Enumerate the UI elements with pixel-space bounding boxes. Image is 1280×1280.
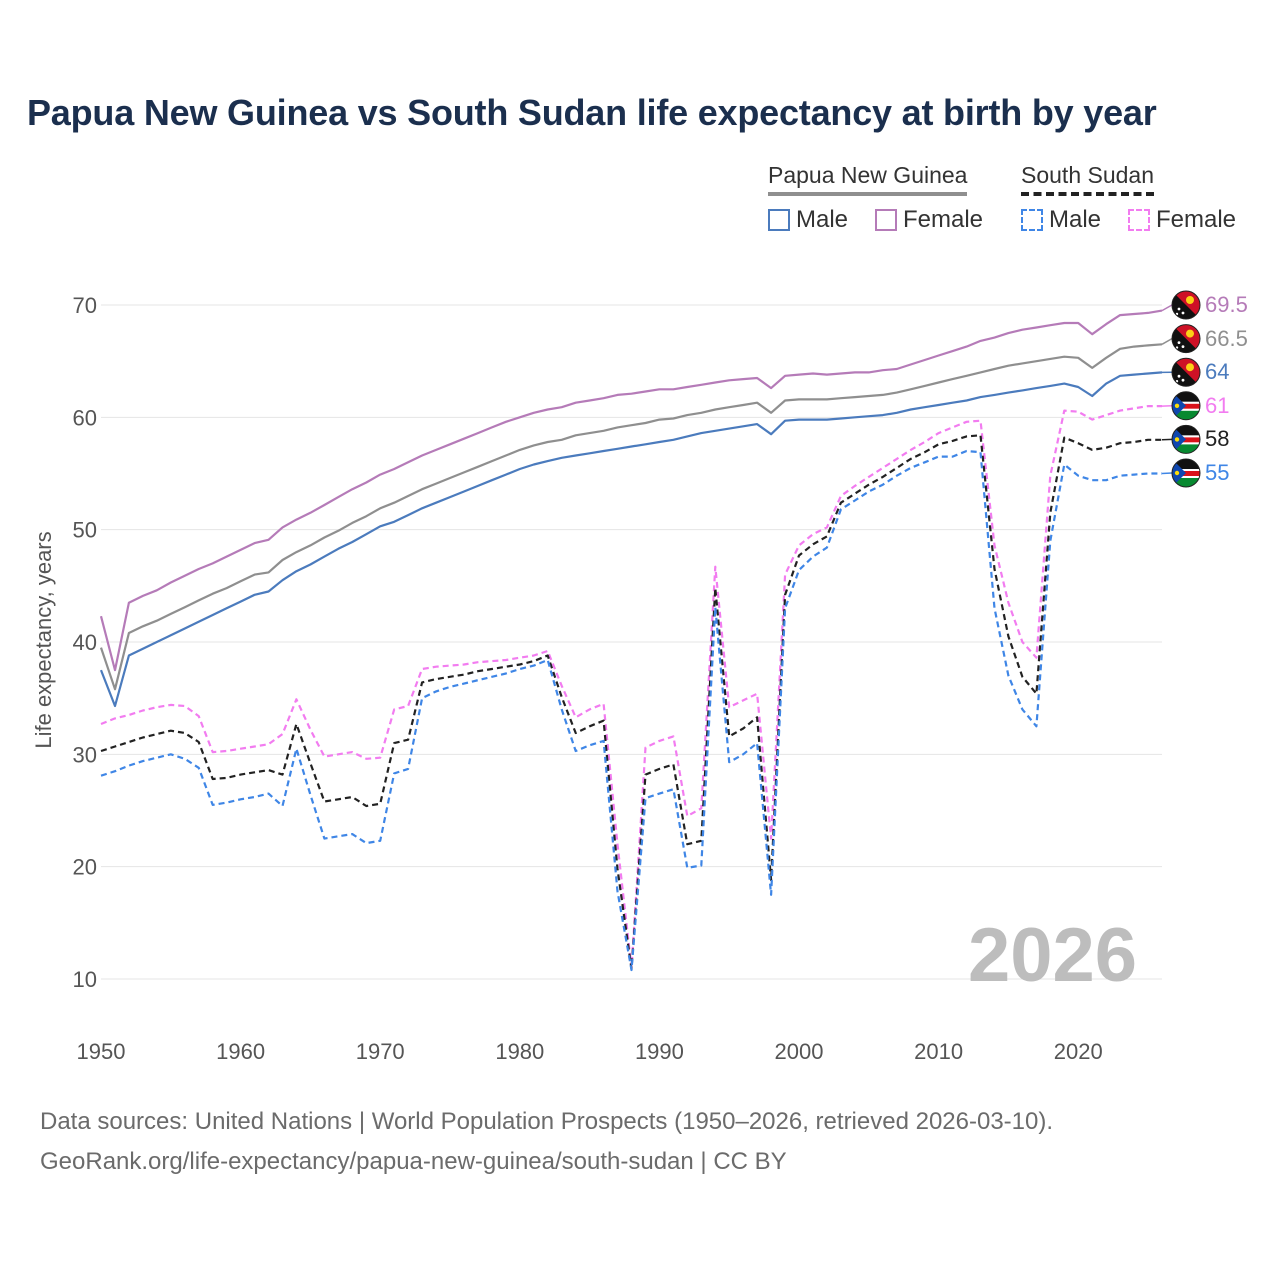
- end-value-label: 69.5: [1205, 292, 1248, 317]
- end-value-label: 61: [1205, 392, 1230, 418]
- y-tick-label: 50: [73, 518, 97, 543]
- end-value-label: 64: [1205, 359, 1230, 385]
- x-tick-label: 1980: [495, 1039, 544, 1064]
- end-value-label: 55: [1205, 460, 1230, 485]
- end-value-label: 58: [1205, 426, 1230, 452]
- legend-ss-female-label: Female: [1156, 206, 1237, 233]
- x-tick-label: 2020: [1054, 1039, 1103, 1064]
- series-line-papua-new-guinea-female: [99, 309, 1163, 672]
- series-line-south-sudan-total: [100, 434, 1162, 971]
- legend-png-header: Papua New Guinea: [768, 162, 968, 196]
- papua-new-guinea-flag-icon: [1171, 324, 1201, 354]
- legend-ss-male[interactable]: Male: [1021, 206, 1101, 234]
- y-tick-label: 20: [73, 855, 97, 880]
- south-sudan-flag-icon: [1171, 424, 1201, 454]
- south-sudan-flag-icon: [1171, 458, 1201, 488]
- current-year-watermark: 2026: [968, 913, 1138, 998]
- y-tick-label: 40: [73, 630, 97, 655]
- x-tick-label: 1960: [216, 1039, 265, 1064]
- legend-swatch-png-male: [768, 209, 790, 231]
- chart-title: Papua New Guinea vs South Sudan life exp…: [27, 92, 1157, 133]
- x-tick-label: 2010: [914, 1039, 963, 1064]
- x-tick-label: 1990: [635, 1039, 684, 1064]
- end-connector: [1161, 472, 1173, 475]
- y-tick-label: 70: [73, 293, 97, 318]
- end-connector: [1161, 304, 1173, 312]
- legend-png-male[interactable]: Male: [768, 206, 848, 234]
- x-tick-label: 1950: [77, 1039, 126, 1064]
- x-tick-label: 1970: [356, 1039, 405, 1064]
- legend-png-female-label: Female: [903, 206, 984, 233]
- end-connector: [1161, 337, 1173, 345]
- footer-link[interactable]: GeoRank.org/life-expectancy/papua-new-gu…: [40, 1148, 787, 1175]
- legend-swatch-ss-female: [1128, 209, 1150, 231]
- footer-sources: Data sources: United Nations | World Pop…: [40, 1108, 1054, 1135]
- legend-png-male-label: Male: [796, 206, 849, 233]
- legend-png-female[interactable]: Female: [875, 206, 983, 234]
- legend-png-header-label: Papua New Guinea: [768, 162, 968, 196]
- y-tick-label: 10: [73, 967, 97, 992]
- papua-new-guinea-flag-icon: [1171, 357, 1201, 387]
- legend-ss-female[interactable]: Female: [1128, 206, 1236, 234]
- y-tick-label: 30: [73, 742, 97, 767]
- legend-swatch-png-female: [875, 209, 897, 231]
- legend-swatch-ss-male: [1021, 209, 1043, 231]
- x-tick-label: 2000: [775, 1039, 824, 1064]
- series-line-papua-new-guinea-total: [99, 343, 1163, 691]
- end-value-label: 66.5: [1205, 325, 1248, 351]
- papua-new-guinea-flag-icon: [1171, 290, 1201, 320]
- legend-ss-header: South Sudan: [1021, 162, 1155, 196]
- series-line-south-sudan-female: [100, 405, 1162, 969]
- series-line-south-sudan-male: [100, 449, 1162, 972]
- legend-ss-header-label: South Sudan: [1021, 162, 1155, 196]
- y-tick-label: 60: [73, 405, 97, 430]
- south-sudan-flag-icon: [1171, 391, 1201, 421]
- legend-ss-male-label: Male: [1049, 206, 1102, 233]
- series-line-papua-new-guinea-male: [99, 371, 1163, 708]
